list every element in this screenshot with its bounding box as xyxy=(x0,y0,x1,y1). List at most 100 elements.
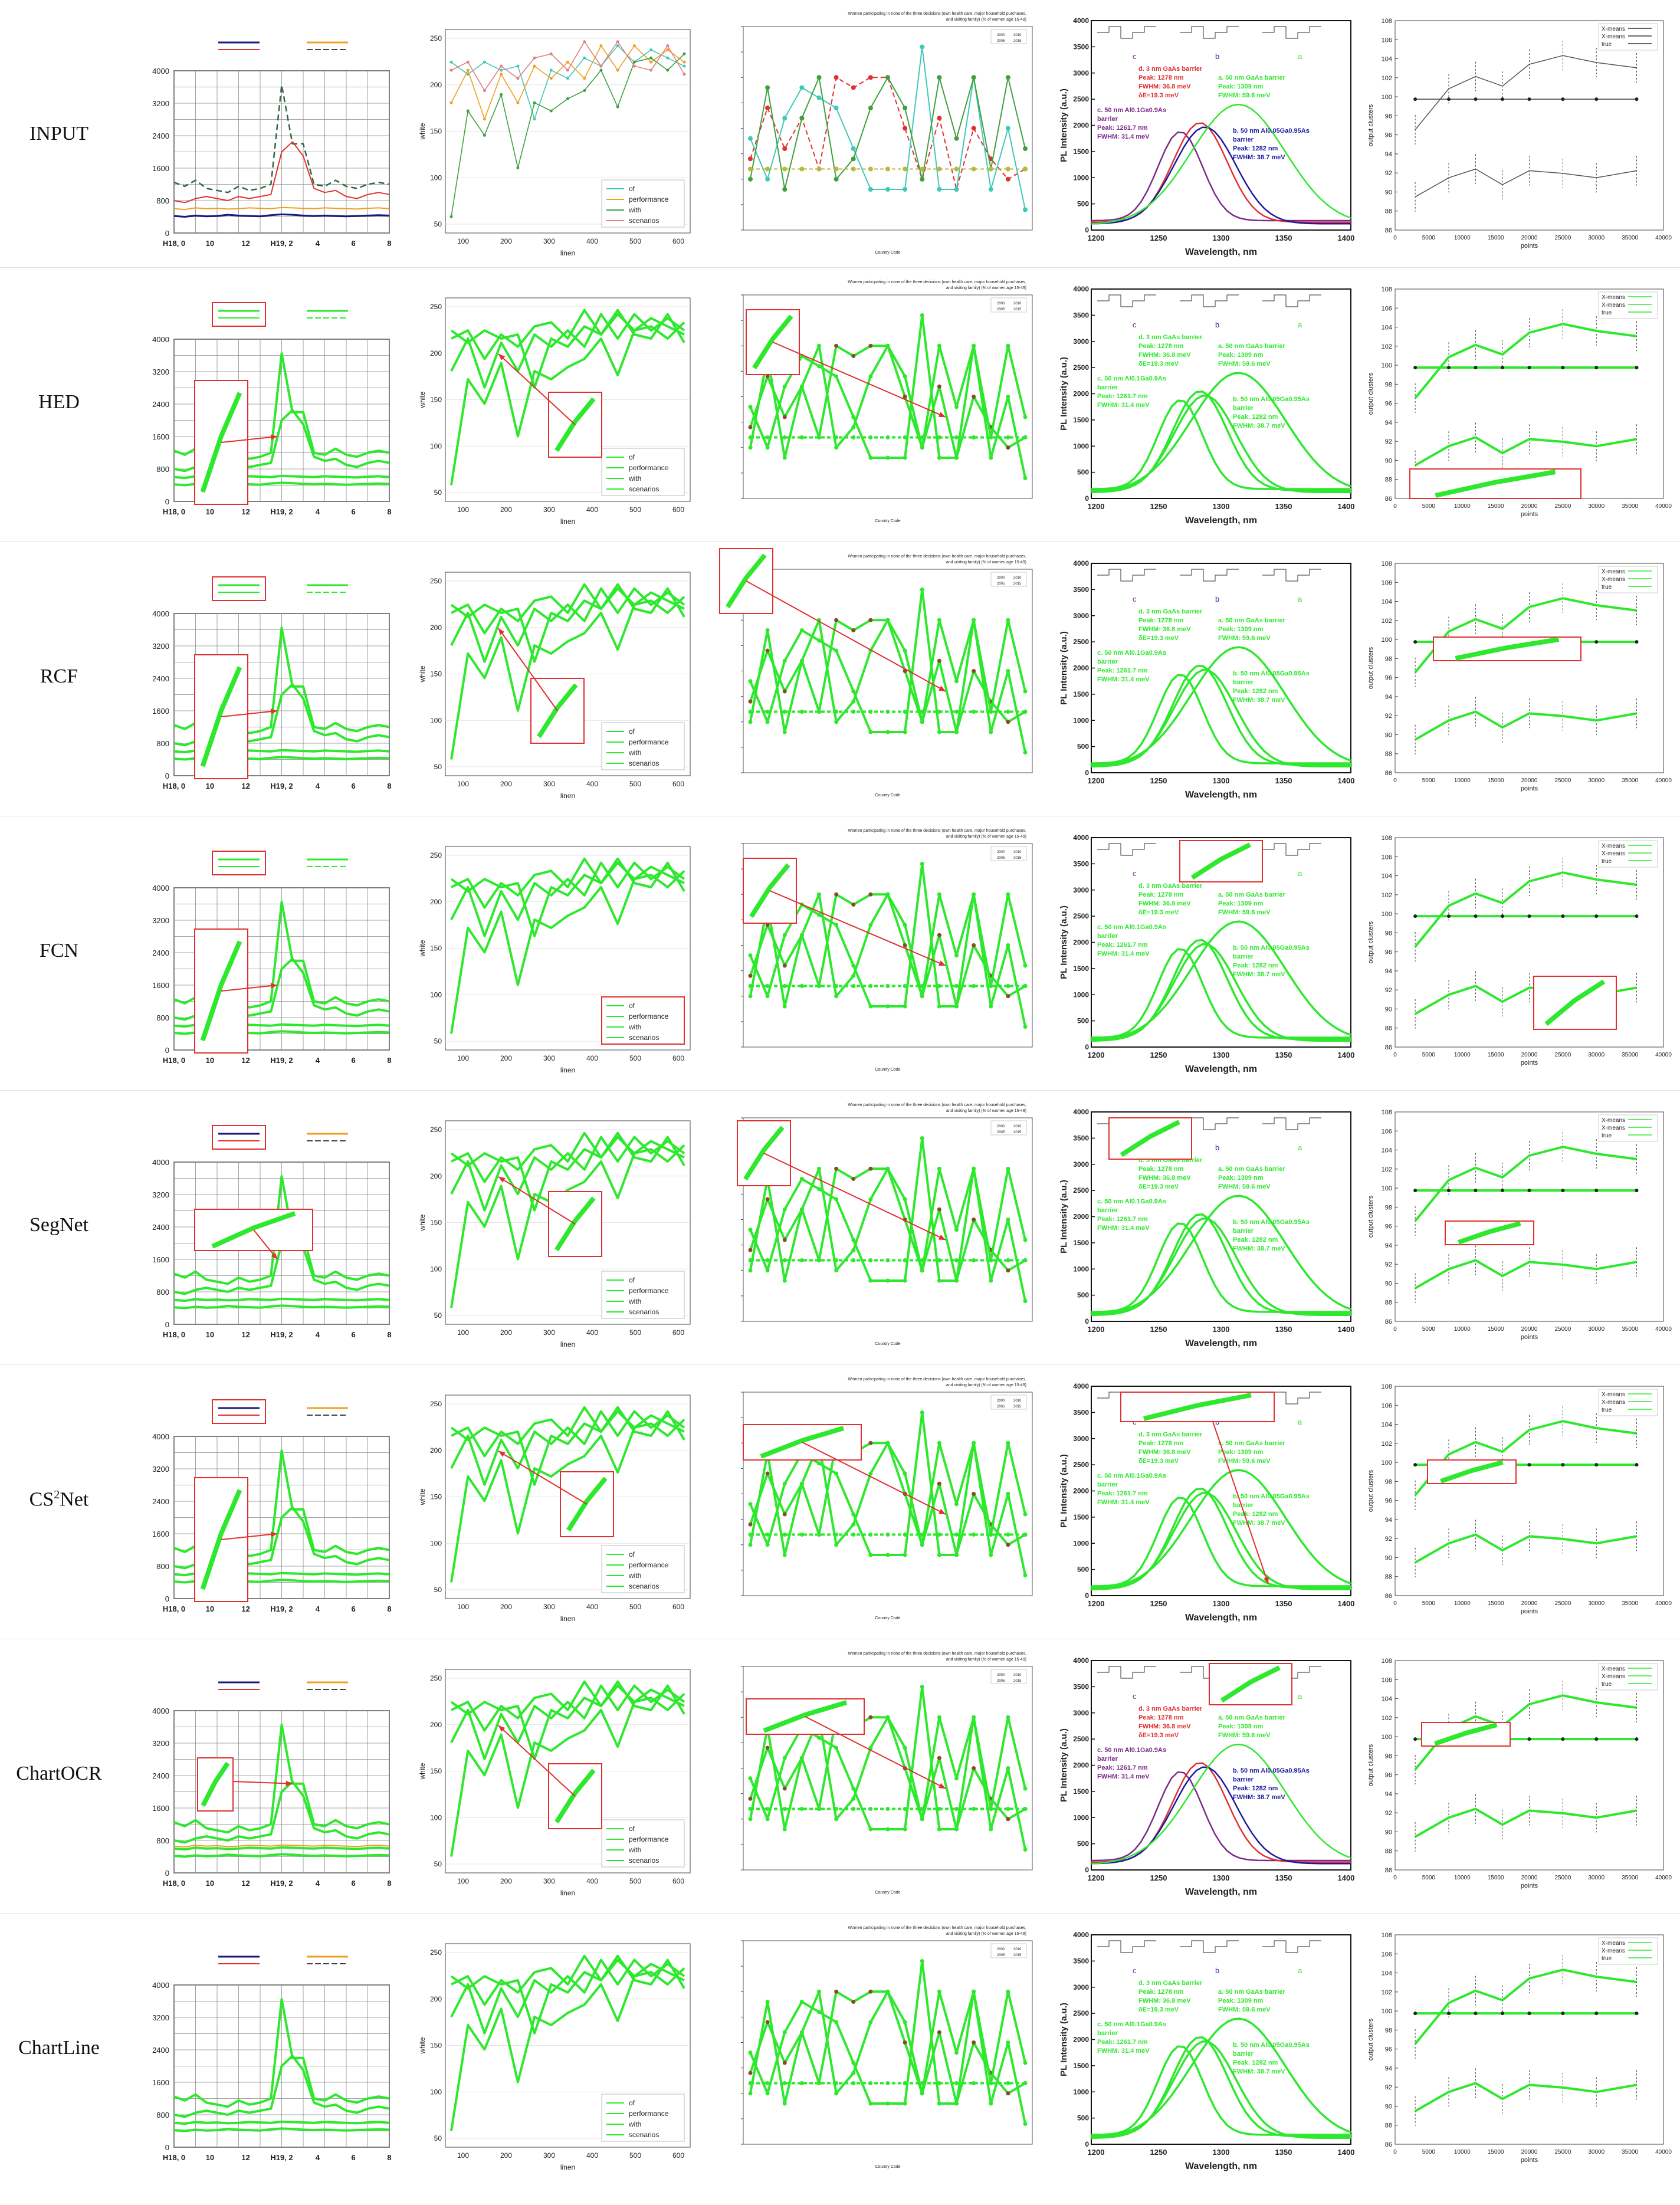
series-line xyxy=(1414,1146,1637,1222)
legend-label: of xyxy=(629,185,635,193)
y-tick-label: 2400 xyxy=(152,400,169,409)
y-tick-label: 50 xyxy=(434,1586,442,1594)
data-point xyxy=(765,628,770,632)
series-line xyxy=(173,1724,390,1834)
legend-label: X-means xyxy=(1602,1948,1625,1954)
legend-label: 2000 xyxy=(997,302,1005,306)
data-point xyxy=(616,105,619,109)
y-tick-label: 94 xyxy=(1385,2065,1392,2072)
zoom-inset-content xyxy=(1190,842,1251,880)
y-tick-label: 94 xyxy=(1385,1242,1392,1249)
series-line xyxy=(750,77,1026,190)
x-tick-label: 35000 xyxy=(1622,1875,1638,1881)
series-line xyxy=(450,1418,685,1583)
band-marker: a xyxy=(1298,1692,1302,1701)
data-point xyxy=(1594,1737,1599,1741)
x-tick-label: 12 xyxy=(241,507,250,516)
x-tick-label: 30000 xyxy=(1588,503,1604,510)
zoom-inset-content xyxy=(1544,979,1606,1026)
y-tick-label: 3200 xyxy=(152,642,169,651)
data-point xyxy=(937,730,941,734)
data-point xyxy=(782,2030,787,2035)
band-marker: a xyxy=(1298,320,1302,329)
data-point xyxy=(903,435,907,439)
line-chart-white-linen-cs2net: 250 200 150 100 50 100 200 300 400 500 600 linen whi… xyxy=(413,1371,702,1631)
data-point xyxy=(868,2081,873,2085)
data-point xyxy=(1561,1189,1565,1193)
band-diagram xyxy=(1180,26,1239,39)
x-tick-label: 1300 xyxy=(1213,1051,1230,1059)
data-point xyxy=(782,166,788,172)
data-point xyxy=(989,1278,993,1283)
data-point xyxy=(868,75,873,80)
y-tick-label: 104 xyxy=(1382,599,1392,606)
y-tick-label: 1600 xyxy=(152,164,169,173)
y-tick-label: 90 xyxy=(1385,457,1392,464)
y-tick-label: 108 xyxy=(1382,18,1392,25)
x-tick-label: 0 xyxy=(1393,777,1397,784)
y-axis-label: output clusters xyxy=(1367,1195,1374,1238)
data-point xyxy=(903,2020,907,2024)
x-tick-label: 5000 xyxy=(1422,1326,1436,1333)
y-tick-label: 100 xyxy=(430,173,442,182)
data-point xyxy=(903,374,907,379)
x-tick-label: 20000 xyxy=(1521,1052,1538,1058)
data-point xyxy=(1006,2091,1010,2096)
x-tick-label: 10000 xyxy=(1454,1875,1471,1881)
data-point xyxy=(748,425,753,429)
data-point xyxy=(1023,1238,1028,1242)
band-diagram xyxy=(1180,569,1239,582)
zoom-inset-content xyxy=(749,863,790,918)
y-tick-label: 3000 xyxy=(1073,1709,1089,1717)
data-point xyxy=(834,2091,839,2096)
pl-curve xyxy=(1091,2045,1351,2136)
annotation-text: d. 3 nm GaAs barrier xyxy=(1138,1980,1203,1987)
annotation-text: barrier xyxy=(1233,2050,1254,2058)
x-tick-label: 1200 xyxy=(1088,1051,1105,1059)
zoom-inset-line xyxy=(566,1476,608,1532)
y-tick-label: 2000 xyxy=(1073,1761,1089,1770)
x-tick-label: 10000 xyxy=(1454,1326,1471,1333)
x-tick-label: 0 xyxy=(1393,2149,1397,2155)
x-tick-label: 0 xyxy=(1393,1600,1397,1607)
data-point xyxy=(782,1278,787,1283)
data-point xyxy=(817,1533,821,1537)
y-tick-label: 0 xyxy=(1085,1317,1089,1325)
legend-label: 2015 xyxy=(1013,1954,1022,1957)
y-tick-label: 106 xyxy=(1382,1128,1392,1135)
data-point xyxy=(851,963,856,968)
x-tick-label: 500 xyxy=(629,1603,641,1611)
data-point xyxy=(748,953,753,958)
legend-label: with xyxy=(628,1023,641,1031)
data-point xyxy=(972,1715,976,1720)
series-line xyxy=(1415,55,1637,130)
data-point xyxy=(834,75,839,80)
y-tick-label: 1000 xyxy=(1073,173,1089,182)
annotation-text: Peak: 1278 nm xyxy=(1138,1989,1184,1996)
x-tick-label: 10000 xyxy=(1454,1600,1471,1607)
y-tick-label: 200 xyxy=(430,1995,442,2003)
x-tick-label: H19, 2 xyxy=(270,1879,293,1888)
x-tick-label: 1250 xyxy=(1150,2148,1167,2157)
data-point xyxy=(989,1004,993,1009)
x-axis-label: Country Code xyxy=(875,519,900,523)
y-tick-label: 250 xyxy=(430,303,442,311)
pl-intensity-chart-input: 4000 3500 3000 2500 2000 1500 1000 500 0 1200 1250… xyxy=(1056,6,1357,265)
data-point xyxy=(765,166,770,172)
legend-label: 2015 xyxy=(1013,1131,1022,1134)
band-marker: c xyxy=(1133,869,1137,878)
zoom-arrowhead xyxy=(498,1725,506,1732)
y-axis-label: white xyxy=(418,391,426,408)
data-point xyxy=(1501,97,1504,101)
legend-box xyxy=(990,1120,1027,1136)
data-point xyxy=(765,435,770,439)
data-point xyxy=(989,2081,993,2085)
data-point xyxy=(748,994,753,999)
zoom-arrowhead xyxy=(270,1531,278,1537)
data-point xyxy=(868,1258,873,1262)
row-separator xyxy=(0,1364,1680,1365)
data-point xyxy=(449,101,453,104)
y-tick-label: 104 xyxy=(1382,56,1392,63)
